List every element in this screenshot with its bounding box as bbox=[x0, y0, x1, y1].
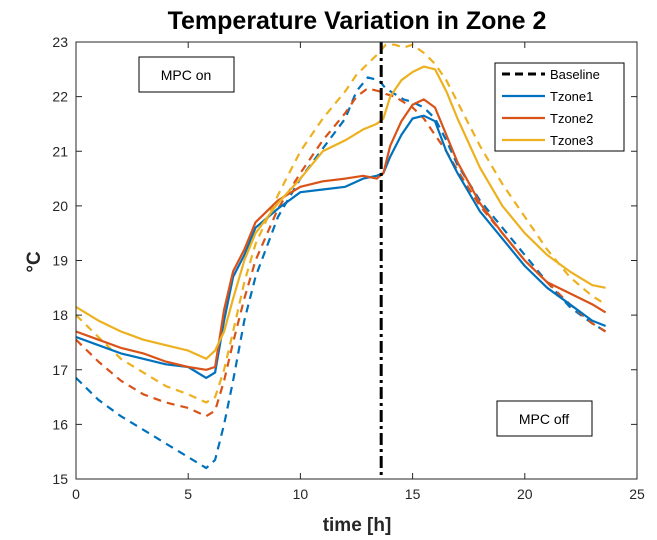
legend-label-tzone1: Tzone1 bbox=[550, 89, 593, 104]
y-tick-label: 19 bbox=[52, 253, 68, 269]
x-tick-label: 0 bbox=[72, 486, 80, 502]
mpc-on-annotation: MPC on bbox=[138, 56, 235, 93]
legend-box bbox=[494, 62, 625, 152]
mpc-off-box bbox=[496, 400, 593, 437]
series-line-baseline-tzone3 bbox=[75, 43, 607, 404]
y-tick-label: 16 bbox=[52, 416, 68, 432]
mpc-on-label: MPC on bbox=[161, 67, 212, 83]
legend: Baseline Tzone1 Tzone2 Tzone3 bbox=[494, 62, 625, 152]
x-tick-label: 15 bbox=[405, 486, 421, 502]
y-tick-label: 18 bbox=[52, 307, 68, 323]
series-line-baseline-tzone1 bbox=[75, 76, 607, 470]
legend-label-tzone3: Tzone3 bbox=[550, 133, 593, 148]
mpc-off-annotation: MPC off bbox=[496, 400, 593, 437]
x-tick-label: 25 bbox=[629, 486, 645, 502]
plot-lines bbox=[75, 42, 607, 479]
x-tick-label: 20 bbox=[517, 486, 533, 502]
mpc-off-label: MPC off bbox=[519, 411, 569, 427]
y-axis-label: °C bbox=[24, 251, 45, 273]
series-line-tzone3 bbox=[75, 65, 606, 360]
mpc-on-box bbox=[138, 56, 235, 93]
y-tick-label: 20 bbox=[52, 198, 68, 214]
y-tick-label: 23 bbox=[52, 34, 68, 50]
y-tick-label: 22 bbox=[52, 89, 68, 105]
x-tick-label: 10 bbox=[293, 486, 309, 502]
x-tick-label: 5 bbox=[184, 486, 192, 502]
legend-label-tzone2: Tzone2 bbox=[550, 111, 593, 126]
y-tick-label: 21 bbox=[52, 143, 68, 159]
ticks: 0 5 10 15 20 25 15 16 17 18 19 20 21 22 23 bbox=[52, 34, 645, 502]
legend-label-baseline: Baseline bbox=[550, 67, 600, 82]
x-axis-label: time [h] bbox=[323, 515, 392, 536]
series-line-baseline-tzone2 bbox=[75, 87, 607, 418]
series-line-tzone2 bbox=[75, 98, 607, 371]
chart-title: Temperature Variation in Zone 2 bbox=[168, 7, 547, 35]
series-line-tzone1 bbox=[75, 114, 607, 379]
y-tick-label: 15 bbox=[52, 471, 68, 487]
y-tick-label: 17 bbox=[52, 362, 68, 378]
